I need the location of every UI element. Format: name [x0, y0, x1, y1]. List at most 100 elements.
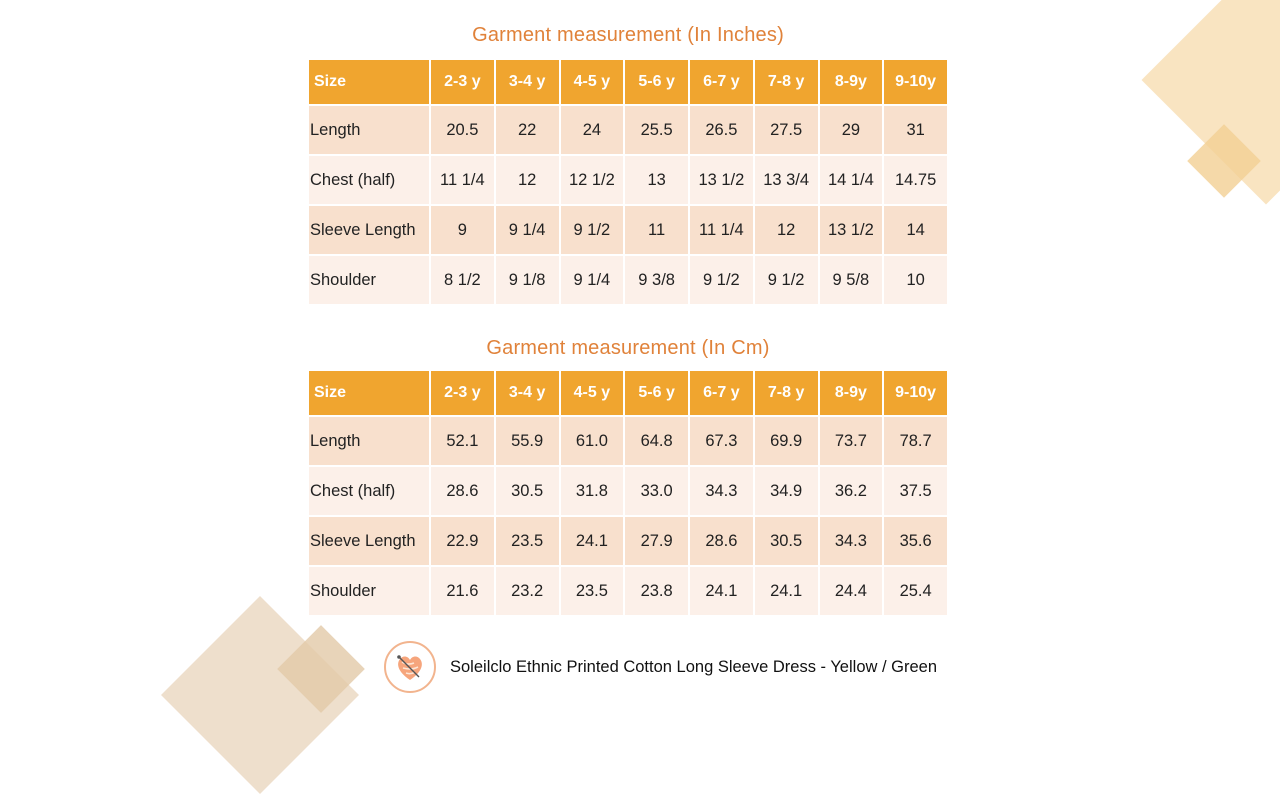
table-cell: 20.5	[431, 106, 494, 154]
table-cell: 14 1/4	[819, 156, 883, 204]
table-row: Chest (half) 28.6 30.5 31.8 33.0 34.3 34…	[309, 467, 947, 515]
cm-size-table: Size 2-3 y 3-4 y 4-5 y 5-6 y 6-7 y 7-8 y…	[307, 369, 949, 617]
table-cell: 13 1/2	[690, 156, 753, 204]
table-cell: 12 1/2	[560, 156, 624, 204]
table-row: Sleeve Length 9 9 1/4 9 1/2 11 11 1/4 12…	[309, 206, 947, 254]
header-cell: 9-10y	[884, 60, 947, 104]
cm-table-title: Garment measurement (In Cm)	[486, 337, 770, 359]
table-cell: 9 1/8	[495, 256, 559, 304]
table-cell: 28.6	[431, 467, 494, 515]
header-cell: 2-3 y	[431, 371, 494, 415]
table-cell: 30.5	[754, 517, 818, 565]
heart-logo-icon	[384, 641, 436, 693]
table-cell: 25.5	[625, 106, 688, 154]
table-cell: 27.5	[754, 106, 818, 154]
header-cell: 3-4 y	[495, 60, 559, 104]
header-cell: Size	[309, 60, 429, 104]
table-cell: 14	[884, 206, 947, 254]
table-cell: 11 1/4	[690, 206, 753, 254]
table-cell: 9 5/8	[819, 256, 883, 304]
table-cell: 31	[884, 106, 947, 154]
table-cell: 34.9	[754, 467, 818, 515]
header-cell: 3-4 y	[495, 371, 559, 415]
header-cell: 2-3 y	[431, 60, 494, 104]
inches-size-table: Size 2-3 y 3-4 y 4-5 y 5-6 y 6-7 y 7-8 y…	[307, 58, 949, 306]
table-cell: 64.8	[625, 417, 688, 465]
table-cell: 23.5	[560, 567, 624, 615]
table-cell: 12	[754, 206, 818, 254]
header-cell: Size	[309, 371, 429, 415]
table-row: Shoulder 8 1/2 9 1/8 9 1/4 9 3/8 9 1/2 9…	[309, 256, 947, 304]
table-cell: 25.4	[884, 567, 947, 615]
row-label: Sleeve Length	[309, 206, 429, 254]
row-label: Sleeve Length	[309, 517, 429, 565]
table-cell: 10	[884, 256, 947, 304]
table-cell: 9 1/4	[560, 256, 624, 304]
header-cell: 7-8 y	[754, 60, 818, 104]
product-name: Soleilclo Ethnic Printed Cotton Long Sle…	[450, 657, 938, 676]
table-cell: 23.5	[495, 517, 559, 565]
table-row: Chest (half) 11 1/4 12 12 1/2 13 13 1/2 …	[309, 156, 947, 204]
table-cell: 13	[625, 156, 688, 204]
header-cell: 6-7 y	[690, 60, 753, 104]
table-cell: 9	[431, 206, 494, 254]
table-cell: 27.9	[625, 517, 688, 565]
table-cell: 73.7	[819, 417, 883, 465]
table-cell: 29	[819, 106, 883, 154]
table-cell: 34.3	[819, 517, 883, 565]
table-cell: 9 1/2	[690, 256, 753, 304]
table-cell: 33.0	[625, 467, 688, 515]
table-cell: 52.1	[431, 417, 494, 465]
table-cell: 9 1/4	[495, 206, 559, 254]
header-cell: 8-9y	[819, 60, 883, 104]
table-cell: 67.3	[690, 417, 753, 465]
table-cell: 11 1/4	[431, 156, 494, 204]
table-cell: 24.1	[560, 517, 624, 565]
footer: Soleilclo Ethnic Printed Cotton Long Sle…	[384, 640, 954, 694]
header-cell: 7-8 y	[754, 371, 818, 415]
row-label: Chest (half)	[309, 467, 429, 515]
table-row: Length 52.1 55.9 61.0 64.8 67.3 69.9 73.…	[309, 417, 947, 465]
table-cell: 9 1/2	[560, 206, 624, 254]
table-cell: 22	[495, 106, 559, 154]
table-row: Shoulder 21.6 23.2 23.5 23.8 24.1 24.1 2…	[309, 567, 947, 615]
table-cell: 36.2	[819, 467, 883, 515]
row-label: Chest (half)	[309, 156, 429, 204]
table-header-row: Size 2-3 y 3-4 y 4-5 y 5-6 y 6-7 y 7-8 y…	[309, 60, 947, 104]
table-cell: 23.2	[495, 567, 559, 615]
table-cell: 24.1	[754, 567, 818, 615]
table-row: Sleeve Length 22.9 23.5 24.1 27.9 28.6 3…	[309, 517, 947, 565]
header-cell: 4-5 y	[560, 371, 624, 415]
table-cell: 69.9	[754, 417, 818, 465]
table-cell: 55.9	[495, 417, 559, 465]
header-cell: 5-6 y	[625, 371, 688, 415]
table-header-row: Size 2-3 y 3-4 y 4-5 y 5-6 y 6-7 y 7-8 y…	[309, 371, 947, 415]
table-cell: 78.7	[884, 417, 947, 465]
header-cell: 4-5 y	[560, 60, 624, 104]
header-cell: 8-9y	[819, 371, 883, 415]
table-cell: 34.3	[690, 467, 753, 515]
table-cell: 23.8	[625, 567, 688, 615]
inches-table-title: Garment measurement (In Inches)	[472, 24, 784, 46]
table-cell: 14.75	[884, 156, 947, 204]
table-cell: 31.8	[560, 467, 624, 515]
header-cell: 6-7 y	[690, 371, 753, 415]
table-cell: 8 1/2	[431, 256, 494, 304]
table-cell: 11	[625, 206, 688, 254]
table-cell: 13 1/2	[819, 206, 883, 254]
table-cell: 9 3/8	[625, 256, 688, 304]
table-cell: 13 3/4	[754, 156, 818, 204]
table-cell: 61.0	[560, 417, 624, 465]
table-cell: 12	[495, 156, 559, 204]
table-cell: 35.6	[884, 517, 947, 565]
row-label: Length	[309, 417, 429, 465]
table-cell: 22.9	[431, 517, 494, 565]
row-label: Shoulder	[309, 567, 429, 615]
table-cell: 26.5	[690, 106, 753, 154]
table-cell: 9 1/2	[754, 256, 818, 304]
table-cell: 24	[560, 106, 624, 154]
table-row: Length 20.5 22 24 25.5 26.5 27.5 29 31	[309, 106, 947, 154]
table-cell: 30.5	[495, 467, 559, 515]
table-cell: 24.4	[819, 567, 883, 615]
header-cell: 9-10y	[884, 371, 947, 415]
